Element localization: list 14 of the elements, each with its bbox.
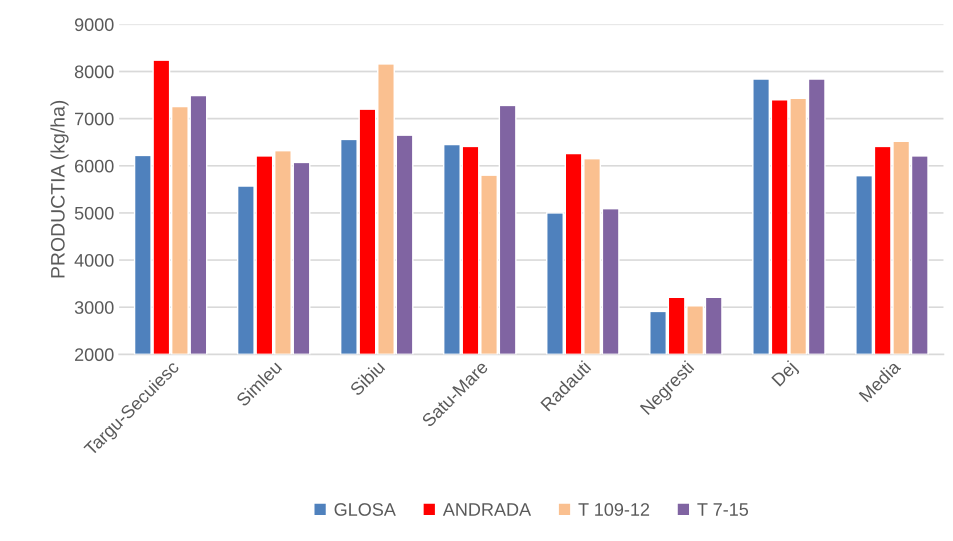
y-tick-label: 5000 bbox=[74, 206, 114, 220]
y-tick-label: 6000 bbox=[75, 160, 114, 172]
y-tick-label: 2000 bbox=[75, 348, 114, 362]
y-tick-label: 7000 bbox=[75, 112, 114, 126]
legend-label: T 7-15 bbox=[697, 503, 748, 516]
legend-label: ANDRADA bbox=[442, 503, 532, 516]
y-tick-label: 4000 bbox=[74, 254, 114, 267]
x-tick-label: Dej bbox=[770, 360, 800, 390]
y-tick-label: 9000 bbox=[74, 18, 114, 32]
legend-label: T 109-12 bbox=[578, 503, 650, 516]
legend-label: GLOSA bbox=[334, 503, 396, 516]
y-tick-label: 3000 bbox=[74, 301, 114, 314]
y-tick-label: 8000 bbox=[74, 65, 114, 78]
y-axis-title: PRODUCTIA (kg/ha) bbox=[50, 100, 69, 278]
